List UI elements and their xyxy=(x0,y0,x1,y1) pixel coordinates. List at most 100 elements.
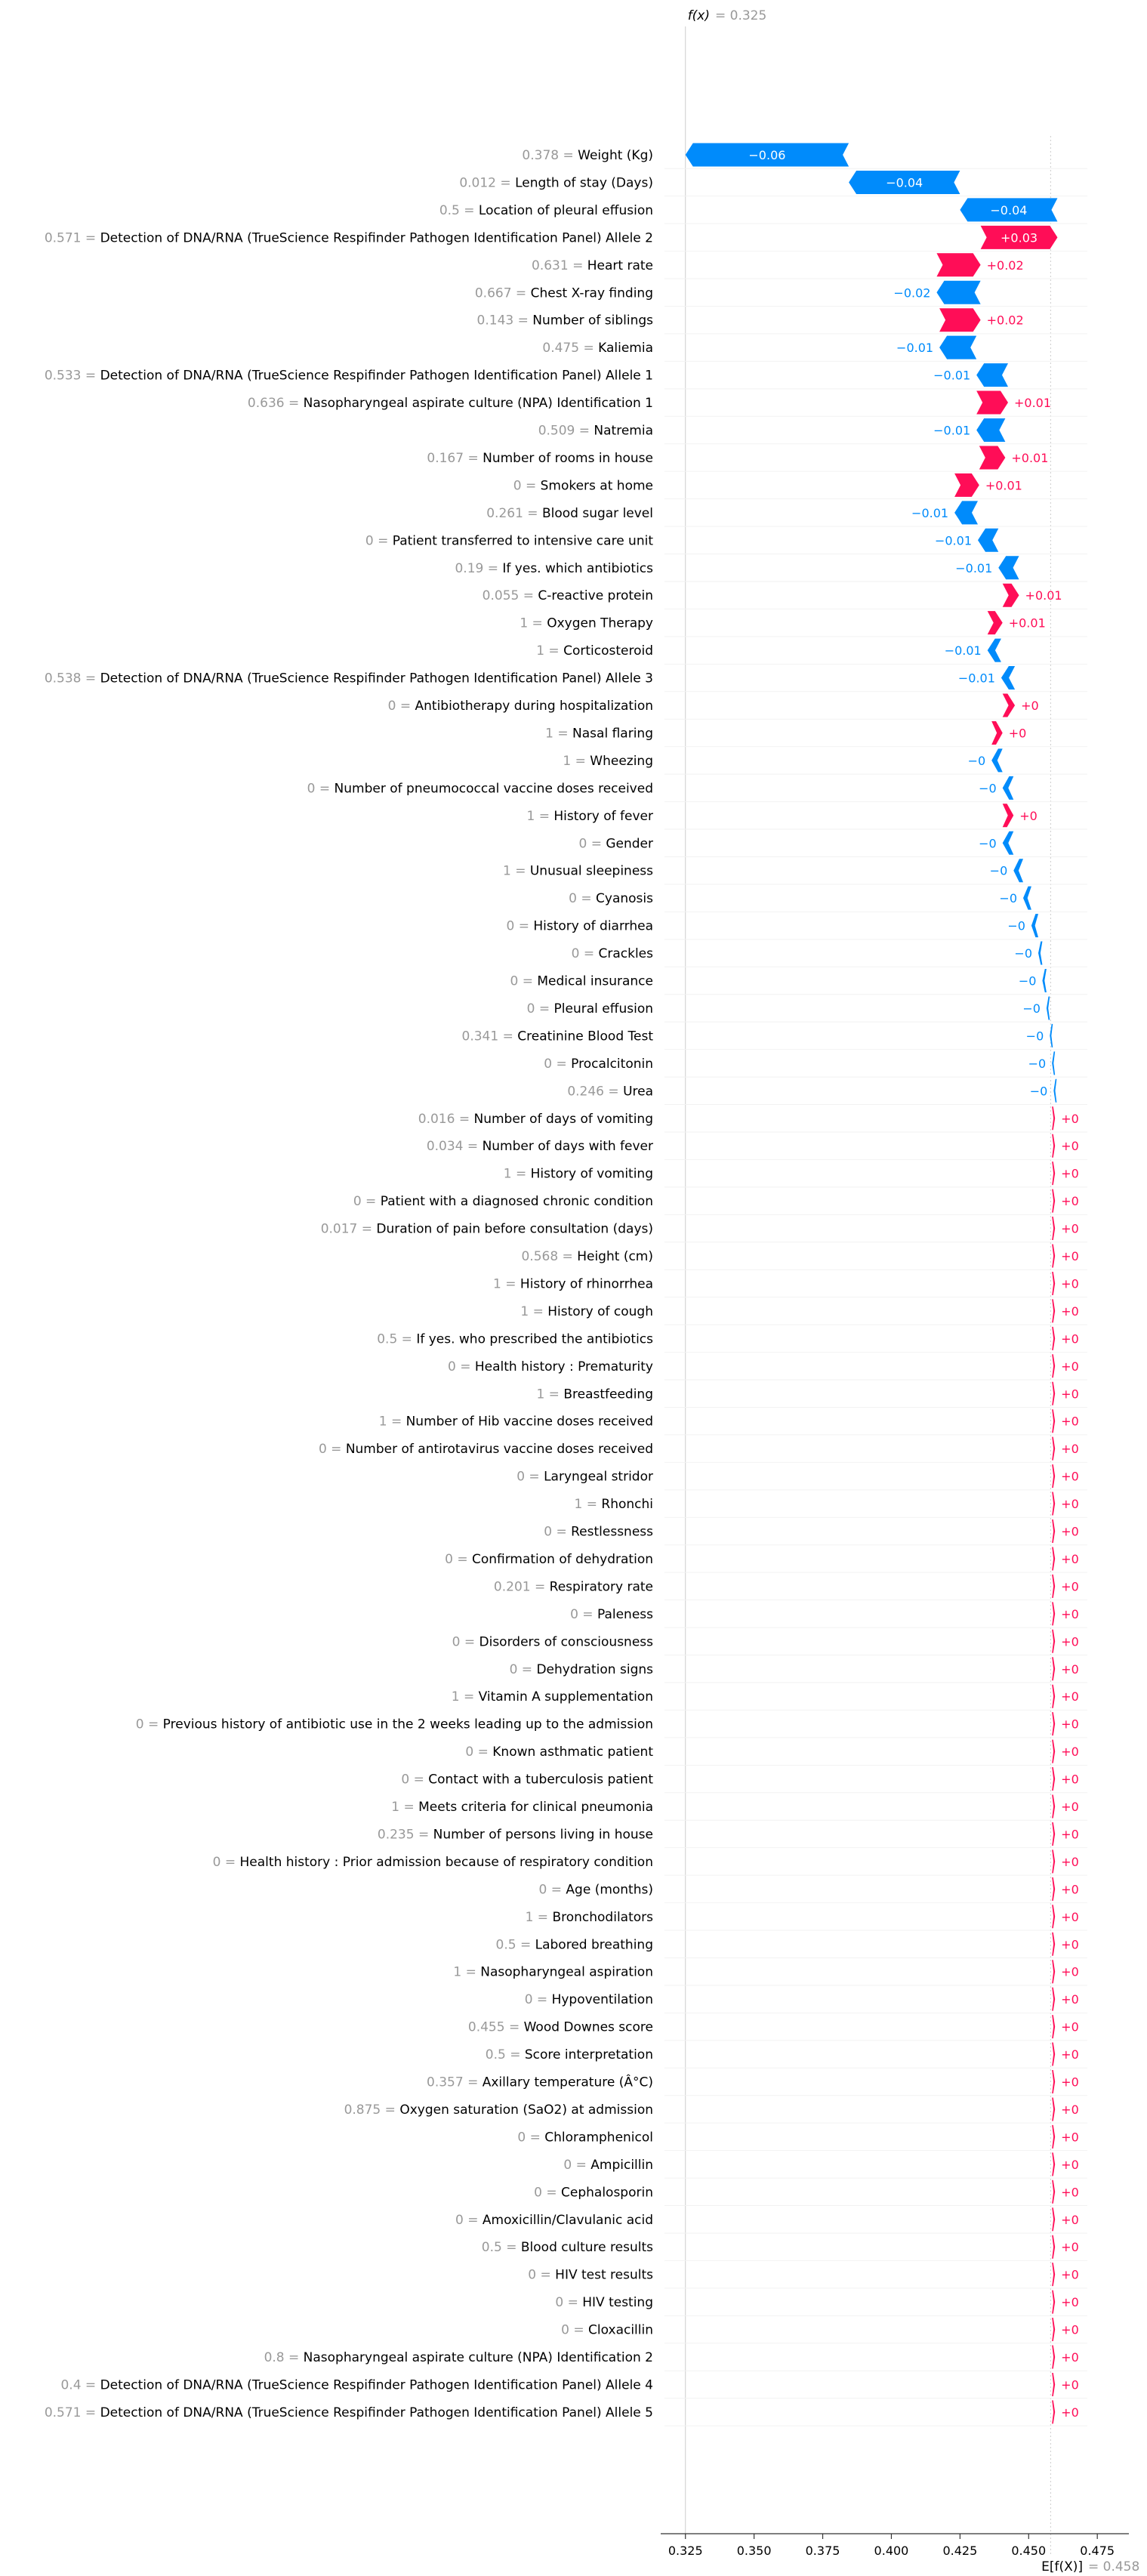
feature-label: 1 = Bronchodilators xyxy=(526,1910,654,1925)
feature-name: Detection of DNA/RNA (TrueScience Respif… xyxy=(100,230,653,245)
positive-bar xyxy=(1052,1354,1056,1378)
feature-name: Detection of DNA/RNA (TrueScience Respif… xyxy=(100,369,653,384)
feature-value: 0 = xyxy=(388,699,415,714)
feature-label: 0 = History of diarrhea xyxy=(506,919,653,934)
feature-label: 0 = Pleural effusion xyxy=(527,1001,653,1017)
feature-value: 0.5 = xyxy=(439,203,479,218)
feature-row: 0.636 = Nasopharyngeal aspirate culture … xyxy=(248,390,1087,417)
feature-name: Nasopharyngeal aspirate culture (NPA) Id… xyxy=(304,2350,653,2365)
bar-value-label: −0.06 xyxy=(748,148,785,162)
feature-value: 1 = xyxy=(575,1497,602,1512)
feature-name: Creatinine Blood Test xyxy=(517,1029,653,1044)
bar-value-label: +0 xyxy=(1061,1249,1079,1263)
bar-value-label: −0.01 xyxy=(945,643,982,658)
positive-bar xyxy=(1002,583,1019,607)
feature-row: 0 = Ampicillin +0 xyxy=(563,2152,1087,2179)
feature-value: 0.378 = xyxy=(522,148,578,163)
feature-row: 0.5 = If yes. who prescribed the antibio… xyxy=(377,1326,1087,1353)
feature-row: 0.875 = Oxygen saturation (SaO2) at admi… xyxy=(344,2097,1087,2124)
feature-label: 0.636 = Nasopharyngeal aspirate culture … xyxy=(248,396,653,411)
feature-row: 0.261 = Blood sugar level −0.01 xyxy=(486,501,1087,527)
feature-label: 0.8 = Nasopharyngeal aspirate culture (N… xyxy=(264,2350,653,2365)
feature-value: 1 = xyxy=(452,1689,479,1704)
bar-value-label: −0 xyxy=(1028,1057,1047,1071)
feature-row: 0 = Amoxicillin/Clavulanic acid +0 xyxy=(455,2207,1087,2234)
negative-bar xyxy=(976,363,1008,387)
feature-label: 0.167 = Number of rooms in house xyxy=(427,451,653,466)
feature-value: 0.167 = xyxy=(427,451,483,466)
bar-value-label: −0.01 xyxy=(911,506,948,520)
bar-value-label: −0 xyxy=(999,891,1017,905)
feature-label: 0.5 = Blood culture results xyxy=(482,2240,653,2255)
feature-name: Patient with a diagnosed chronic conditi… xyxy=(381,1194,653,1209)
feature-label: 1 = Corticosteroid xyxy=(536,643,653,659)
bar-value-label: −0 xyxy=(1019,974,1037,989)
feature-row: 0 = Cloxacillin +0 xyxy=(561,2318,1087,2344)
positive-bar xyxy=(1052,1436,1056,1461)
positive-bar xyxy=(1052,1162,1056,1186)
feature-row: 0 = Age (months) +0 xyxy=(539,1877,1087,1904)
feature-label: 0 = Procalcitonin xyxy=(544,1057,653,1072)
bar-value-label: −0 xyxy=(979,836,997,850)
feature-row: 1 = Meets criteria for clinical pneumoni… xyxy=(391,1794,1087,1821)
feature-name: Chest X-ray finding xyxy=(531,285,653,301)
feature-row: 0 = Antibiotherapy during hospitalizatio… xyxy=(388,693,1087,720)
feature-name: Contact with a tuberculosis patient xyxy=(428,1772,653,1788)
positive-bar xyxy=(1052,2263,1056,2287)
bar-value-label: +0 xyxy=(1061,1882,1079,1896)
feature-value: 0 = xyxy=(465,1745,492,1760)
feature-label: 0 = Confirmation of dehydration xyxy=(445,1552,653,1567)
feature-value: 0 = xyxy=(572,946,599,961)
feature-row: 0 = Chloramphenicol +0 xyxy=(517,2124,1087,2152)
feature-row: 1 = History of fever +0 xyxy=(526,804,1087,830)
feature-row: 0 = Number of antirotavirus vaccine dose… xyxy=(319,1436,1087,1463)
feature-label: 0 = Previous history of antibiotic use i… xyxy=(136,1717,653,1732)
feature-name: Corticosteroid xyxy=(563,643,653,659)
bar-value-label: +0 xyxy=(1061,1965,1079,1979)
feature-value: 1 = xyxy=(536,643,563,659)
feature-value: 0 = xyxy=(506,919,533,934)
x-tick-label: 0.450 xyxy=(1011,2544,1046,2558)
bar-value-label: +0 xyxy=(1009,726,1027,740)
feature-label: 0 = Dehydration signs xyxy=(510,1662,654,1677)
x-tick-label: 0.475 xyxy=(1080,2544,1115,2558)
bar-value-label: +0 xyxy=(1061,1304,1079,1319)
feature-label: 0 = Contact with a tuberculosis patient xyxy=(401,1772,653,1788)
positive-bar xyxy=(1052,1657,1056,1681)
feature-label: 0.667 = Chest X-ray finding xyxy=(475,285,653,301)
feature-row: 0 = Known asthmatic patient +0 xyxy=(465,1739,1087,1766)
positive-bar xyxy=(1052,1932,1056,1956)
bar-value-label: +0 xyxy=(1061,1359,1079,1374)
feature-value: 0.143 = xyxy=(477,313,533,329)
bar-value-label: +0.01 xyxy=(1025,588,1062,603)
feature-row: 1 = Rhonchi +0 xyxy=(575,1492,1087,1518)
positive-bar xyxy=(1052,1987,1056,2011)
feature-row: 0 = Disorders of consciousness +0 xyxy=(452,1629,1087,1656)
feature-row: 1 = Nasal flaring +0 xyxy=(545,720,1087,748)
feature-row: 0 = Cephalosporin +0 xyxy=(534,2180,1087,2207)
feature-value: 0.509 = xyxy=(538,424,594,439)
feature-row: 0.201 = Respiratory rate +0 xyxy=(494,1574,1087,1601)
bar-value-label: +0 xyxy=(1061,1194,1079,1208)
negative-bar xyxy=(1042,969,1047,992)
feature-row: 0.341 = Creatinine Blood Test −0 xyxy=(462,1023,1087,1050)
bar-value-label: −0.01 xyxy=(896,341,933,355)
feature-value: 0 = xyxy=(534,2185,561,2200)
feature-label: 0 = Hypoventilation xyxy=(525,1992,653,2007)
feature-name: Heart rate xyxy=(587,258,653,273)
positive-bar xyxy=(1052,2345,1056,2369)
feature-label: 0 = HIV test results xyxy=(528,2268,653,2283)
feature-value: 0 = xyxy=(455,2213,483,2228)
feature-label: 0 = Known asthmatic patient xyxy=(465,1745,653,1760)
bar-value-label: +0 xyxy=(1061,1910,1079,1924)
feature-row: 0 = Patient transferred to intensive car… xyxy=(365,528,1087,555)
feature-name: Wood Downes score xyxy=(524,2020,653,2035)
feature-name: HIV test results xyxy=(555,2268,653,2283)
feature-name: Number of persons living in house xyxy=(433,1827,653,1842)
feature-value: 0 = xyxy=(307,781,335,796)
feature-row: 0.5 = Labored breathing +0 xyxy=(496,1932,1087,1958)
positive-bar xyxy=(1052,1739,1056,1763)
feature-value: 0 = xyxy=(569,891,596,906)
feature-name: Oxygen saturation (SaO2) at admission xyxy=(399,2102,653,2118)
feature-name: Blood culture results xyxy=(521,2240,653,2255)
